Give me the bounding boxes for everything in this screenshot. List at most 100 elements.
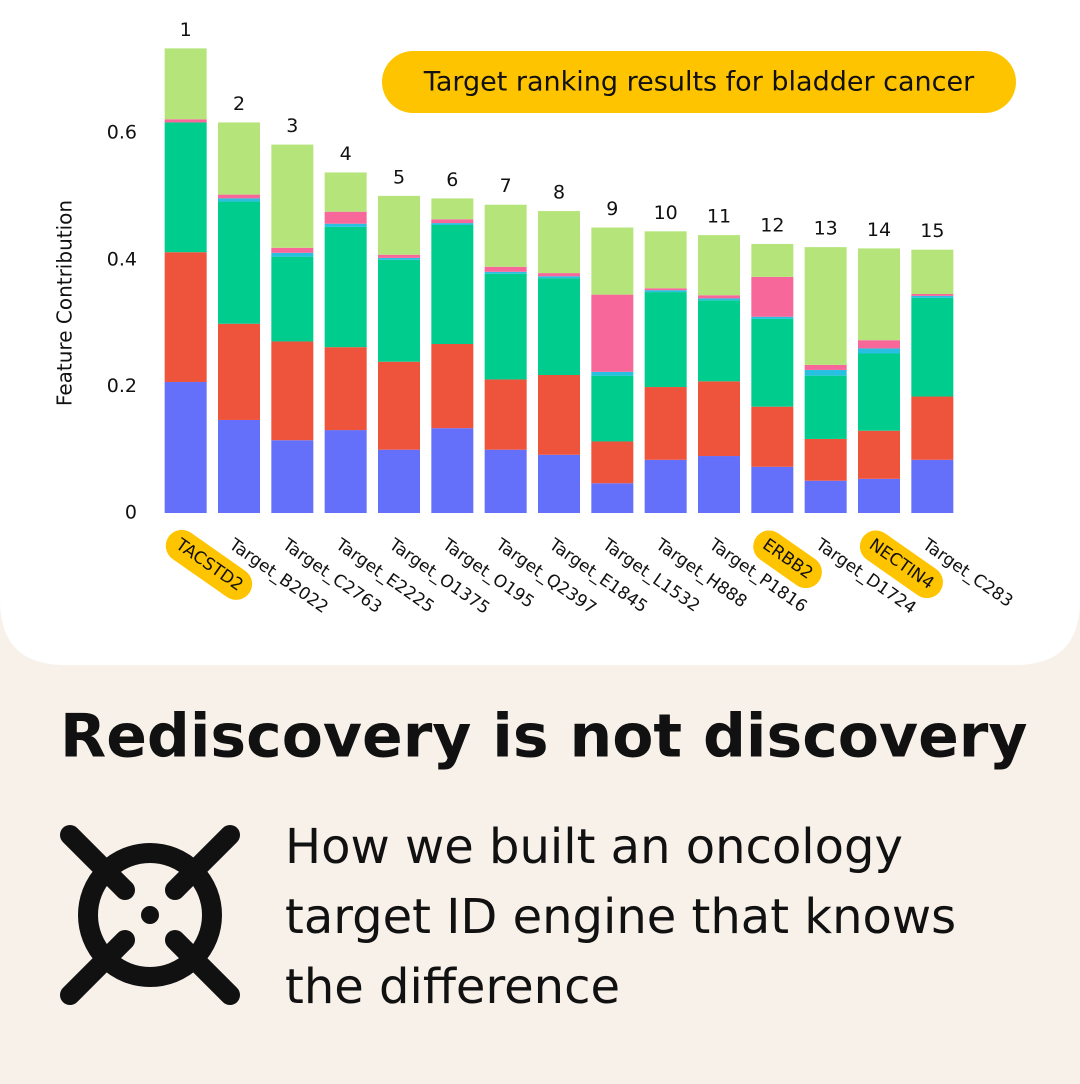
- bar-segment: [164, 48, 207, 120]
- bar-segment: [591, 375, 634, 442]
- bar-segment: [378, 257, 420, 260]
- rank-label: 5: [393, 166, 405, 188]
- bar-segment: [164, 122, 207, 253]
- subheadline-line: How we built an oncology: [285, 819, 903, 875]
- bar-segment: [324, 223, 367, 227]
- logo-icon: [60, 825, 240, 1005]
- rank-label: 13: [814, 218, 838, 240]
- bar-segment: [218, 323, 260, 420]
- bar-segment: [751, 276, 794, 317]
- bar-segment: [698, 381, 740, 457]
- bar-segment: [378, 361, 420, 450]
- bar-segment: [644, 288, 687, 291]
- bar-segment: [324, 347, 367, 431]
- bar-segment: [431, 343, 474, 429]
- bar-segment: [698, 298, 740, 301]
- headline: Rediscovery is not discovery: [60, 702, 1028, 772]
- bar-segment: [378, 449, 420, 513]
- bar-segment: [431, 224, 474, 344]
- y-tick-label: 0.4: [107, 248, 137, 270]
- bar-segment: [804, 375, 847, 439]
- bar-segment: [751, 243, 794, 277]
- bar-segment: [271, 252, 314, 257]
- highlight-pill: [859, 530, 943, 599]
- bar-segment: [431, 198, 474, 220]
- rank-label: 4: [340, 143, 352, 165]
- annotation: Target ranking results for bladder cance…: [423, 67, 975, 98]
- rank-label: 9: [606, 198, 618, 220]
- bar-segment: [858, 430, 900, 479]
- bar-segment: [804, 438, 847, 481]
- bar-segment: [218, 198, 260, 202]
- bar-segment: [324, 226, 367, 348]
- bar-segment: [858, 353, 900, 431]
- bar-segment: [911, 396, 954, 460]
- bar-segment: [751, 318, 794, 407]
- bar-segment: [378, 259, 420, 362]
- rank-label: 7: [500, 175, 512, 197]
- bar-segment: [804, 364, 847, 370]
- bar-segment: [218, 419, 260, 513]
- y-axis-label: Feature Contribution: [53, 200, 77, 406]
- bar-segment: [751, 466, 794, 513]
- bar-segment: [751, 406, 794, 467]
- bar-segment: [484, 204, 527, 267]
- bar-segment: [858, 348, 900, 354]
- bar-segment: [538, 273, 580, 277]
- bar-segment: [858, 248, 900, 341]
- bar-segment: [484, 271, 527, 274]
- rank-label: 12: [760, 214, 784, 236]
- subheadline-line: target ID engine that knows: [285, 889, 956, 945]
- y-tick-label: 0.2: [107, 375, 137, 397]
- bar-segment: [698, 300, 740, 382]
- bar-segment: [538, 454, 580, 513]
- subheadline-line: the difference: [285, 959, 620, 1015]
- rank-label: 6: [446, 169, 458, 191]
- bar-segment: [751, 316, 794, 319]
- bar-segment: [271, 341, 314, 441]
- bar-segment: [698, 456, 740, 513]
- bar-segment: [644, 387, 687, 460]
- bar-segment: [644, 290, 687, 293]
- bar-segment: [911, 297, 954, 397]
- bar-segment: [218, 122, 260, 195]
- rank-label: 15: [920, 220, 944, 242]
- bar-segment: [591, 227, 634, 295]
- bar-segment: [218, 201, 260, 324]
- bar-segment: [271, 247, 314, 253]
- bar-segment: [538, 375, 580, 455]
- bar-segment: [164, 381, 207, 513]
- bar-segment: [591, 483, 634, 513]
- bar-segment: [484, 449, 527, 513]
- rank-label: 8: [553, 182, 565, 204]
- bar-segment: [271, 256, 314, 342]
- rank-label: 3: [286, 115, 298, 137]
- highlight-pill: [753, 530, 822, 589]
- bar-segment: [431, 219, 474, 224]
- bar-segment: [324, 430, 367, 513]
- bar-segment: [484, 273, 527, 380]
- bar-segment: [164, 252, 207, 382]
- bar-segment: [324, 172, 367, 212]
- bar-segment: [324, 211, 367, 224]
- bar-segment: [911, 249, 954, 294]
- y-tick-label: 0.6: [107, 122, 137, 144]
- bar-segment: [858, 478, 900, 513]
- bar-segment: [804, 369, 847, 376]
- bar-segment: [484, 379, 527, 450]
- bar-segment: [591, 441, 634, 484]
- bar-segment: [804, 247, 847, 365]
- rank-label: 1: [180, 19, 192, 41]
- bar-segment: [218, 194, 260, 199]
- annotation-pill: [382, 51, 1016, 113]
- bar-segment: [911, 293, 954, 296]
- bar-segment: [271, 144, 314, 248]
- bar-segment: [644, 292, 687, 388]
- bar-segment: [431, 223, 474, 225]
- bar-segment: [164, 119, 207, 123]
- bar-segment: [378, 254, 420, 258]
- bar-segment: [538, 211, 580, 274]
- bar-segment: [378, 195, 420, 255]
- bar-segment: [591, 294, 634, 372]
